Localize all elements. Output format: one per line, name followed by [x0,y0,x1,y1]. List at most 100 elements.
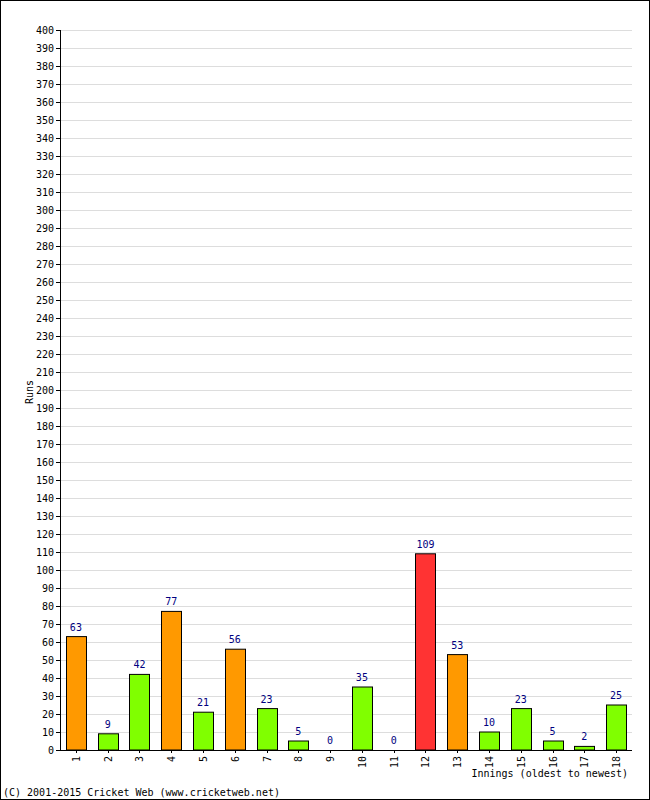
y-tick-label: 300 [36,205,54,216]
data-label: 63 [70,622,82,633]
grid-line [60,660,632,661]
y-tick [56,732,60,733]
x-tick-label: 9 [325,756,336,762]
y-tick [56,48,60,49]
x-tick [76,750,77,753]
x-axis-label: Innings (oldest to newest) [471,768,628,779]
grid-line [60,66,632,67]
data-label: 2 [581,731,587,742]
grid-line [60,210,632,211]
y-tick [56,390,60,391]
y-tick [56,588,60,589]
grid-line [60,426,632,427]
bar [480,732,500,750]
grid-line [60,174,632,175]
y-tick-label: 230 [36,331,54,342]
y-tick-label: 120 [36,529,54,540]
y-tick [56,714,60,715]
x-tick-label: 14 [484,756,495,768]
x-tick-label: 16 [548,756,559,768]
data-label: 53 [451,640,463,651]
x-tick [139,750,140,753]
y-tick-label: 390 [36,43,54,54]
bar [162,611,182,750]
y-tick-label: 150 [36,475,54,486]
x-tick-label: 8 [293,756,304,762]
bar [353,687,373,750]
x-tick-label: 17 [579,756,590,768]
y-tick-label: 100 [36,565,54,576]
grid-line [60,102,632,103]
y-axis [60,30,61,750]
grid-line [60,624,632,625]
data-label: 56 [229,634,241,645]
x-tick-label: 12 [420,756,431,768]
y-tick [56,372,60,373]
y-tick-label: 360 [36,97,54,108]
grid-line [60,156,632,157]
grid-line [60,30,632,31]
x-tick-label: 4 [166,756,177,762]
y-tick [56,552,60,553]
y-tick-label: 260 [36,277,54,288]
y-tick-label: 180 [36,421,54,432]
data-label: 0 [327,735,333,746]
y-tick [56,498,60,499]
grid-line [60,516,632,517]
y-tick-label: 50 [42,655,54,666]
x-tick-label: 1 [71,756,82,762]
x-tick-label: 6 [230,756,241,762]
y-tick [56,570,60,571]
grid-line [60,264,632,265]
grid-line [60,372,632,373]
data-label: 77 [165,596,177,607]
grid-line [60,48,632,49]
grid-line [60,192,632,193]
grid-line [60,246,632,247]
x-tick [521,750,522,753]
y-tick [56,678,60,679]
bars [67,554,627,750]
x-tick [362,750,363,753]
grid-line [60,462,632,463]
y-tick-label: 380 [36,61,54,72]
y-tick-label: 140 [36,493,54,504]
y-tick [56,624,60,625]
y-tick [56,336,60,337]
x-tick [553,750,554,753]
data-label: 42 [133,659,145,670]
bar [607,705,627,750]
x-tick [108,750,109,753]
grid-line [60,282,632,283]
grid-line [60,498,632,499]
data-label: 5 [550,726,556,737]
y-tick [56,300,60,301]
y-tick [56,354,60,355]
grid-line [60,84,632,85]
y-tick [56,696,60,697]
y-tick-label: 330 [36,151,54,162]
x-tick-label: 2 [103,756,114,762]
grid-line [60,750,632,751]
y-tick [56,606,60,607]
x-tick [298,750,299,753]
y-tick [56,516,60,517]
y-tick [56,462,60,463]
grid-line [60,480,632,481]
y-tick-label: 80 [42,601,54,612]
y-tick [56,444,60,445]
y-tick-label: 350 [36,115,54,126]
y-tick [56,84,60,85]
y-tick [56,210,60,211]
x-tick [489,750,490,753]
y-tick [56,282,60,283]
frame [1,1,650,800]
y-tick-label: 240 [36,313,54,324]
y-tick-label: 70 [42,619,54,630]
y-tick-label: 110 [36,547,54,558]
y-tick-label: 10 [42,727,54,738]
y-tick-label: 160 [36,457,54,468]
data-label: 9 [105,719,111,730]
y-tick [56,750,60,751]
y-tick-label: 310 [36,187,54,198]
